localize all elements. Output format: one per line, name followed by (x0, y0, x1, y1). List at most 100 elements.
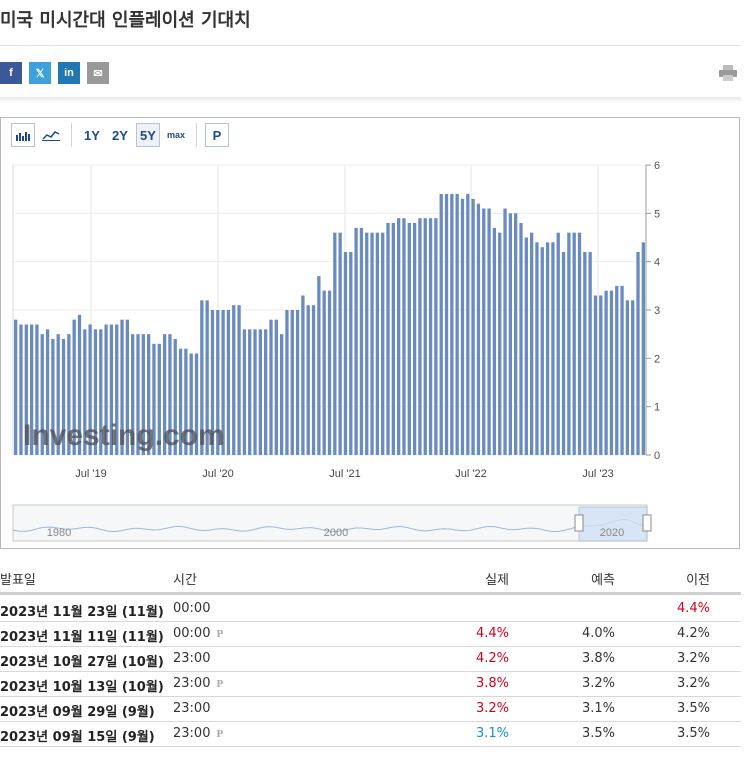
bar-chart-button[interactable] (11, 123, 35, 147)
release-date: 2023년 09월 29일 (9월) (0, 705, 155, 720)
bar (61, 339, 66, 455)
bar (295, 310, 300, 455)
release-time: 00:00 P (173, 626, 224, 641)
bar (162, 334, 167, 455)
bar (306, 305, 310, 455)
bar (83, 329, 87, 455)
x-tick-label: Jul '23 (582, 468, 613, 480)
bar (221, 310, 225, 455)
chart-toolbar: 1Y 2Y 5Y max P (11, 122, 233, 148)
bar (19, 324, 23, 455)
bar (327, 290, 332, 455)
bar (343, 252, 348, 455)
bar (583, 252, 587, 455)
line-chart-button[interactable] (39, 123, 63, 147)
bar (248, 329, 252, 455)
bar (354, 227, 358, 455)
bar (301, 295, 305, 455)
bar (407, 223, 411, 455)
page-title: 미국 미시간대 인플레이션 기대치 (0, 10, 251, 31)
x-tick-label: Jul '20 (202, 468, 233, 480)
range-max-button[interactable]: max (166, 130, 185, 140)
navigator-label: 2020 (600, 527, 624, 539)
forecast-value: 3.2% (581, 676, 615, 691)
toolbar-separator (71, 123, 72, 147)
header-shadow (0, 97, 741, 103)
release-time: 23:00 (173, 651, 211, 666)
bar (540, 247, 544, 455)
navigator-frame (12, 504, 648, 542)
bar (24, 324, 28, 455)
twitter-icon: 𝕏 (35, 67, 45, 80)
bar (503, 208, 507, 455)
y-tick-label: 1 (654, 402, 660, 414)
share-bar: f 𝕏 in ✉ (0, 62, 109, 84)
bar (285, 310, 289, 455)
bar (333, 232, 337, 455)
release-time: 23:00 P (173, 676, 224, 691)
bar (498, 232, 502, 455)
navigator-label: 1980 (47, 527, 71, 539)
bar (258, 329, 262, 455)
bar (545, 242, 550, 455)
bar (402, 218, 406, 455)
forecast-value: 3.5% (581, 726, 615, 741)
bar (359, 227, 364, 455)
bar (205, 300, 209, 455)
range-1y-button[interactable]: 1Y (84, 127, 100, 143)
bar (141, 334, 145, 455)
actual-value: 3.8% (475, 676, 509, 691)
bar (72, 319, 76, 455)
y-tick-label: 6 (654, 160, 660, 172)
bar (226, 310, 231, 455)
bar (93, 329, 98, 455)
release-date: 2023년 10월 27일 (10월) (0, 655, 164, 670)
facebook-share-button[interactable]: f (0, 62, 22, 84)
bar (349, 252, 353, 455)
bar (434, 218, 438, 455)
range-5y-button[interactable]: 5Y (136, 123, 160, 147)
bar (444, 194, 449, 455)
navigator-handle[interactable] (642, 514, 652, 532)
bar (173, 339, 177, 455)
navigator-handle[interactable] (574, 514, 584, 532)
bar (40, 334, 44, 455)
twitter-share-button[interactable]: 𝕏 (29, 62, 51, 84)
previous-value: 3.2% (676, 676, 710, 691)
header-actual: 실제 (485, 573, 509, 588)
bar (290, 310, 294, 455)
table-row: 2023년 10월 13일 (10월) 23:00 P 3.8% 3.2% 3.2% (0, 671, 741, 697)
release-time: 23:00 (173, 701, 211, 716)
bar (535, 242, 539, 455)
facebook-icon: f (9, 67, 13, 79)
divider (0, 45, 741, 46)
bar (412, 223, 417, 455)
bar (45, 329, 50, 455)
bar (35, 324, 39, 455)
bar (641, 242, 645, 455)
bar (450, 194, 454, 455)
table-header: 발표일 시간 실제 예측 이전 (0, 569, 741, 591)
bar (104, 324, 108, 455)
release-date: 2023년 09월 15일 (9월) (0, 730, 155, 745)
bar (274, 319, 278, 455)
bar (631, 300, 635, 455)
bar (620, 285, 624, 455)
bar (636, 252, 640, 455)
bar (51, 339, 55, 455)
bar (588, 252, 592, 455)
bar (168, 334, 172, 455)
y-tick-label: 5 (654, 208, 660, 220)
range-2y-button[interactable]: 2Y (112, 127, 128, 143)
navigator-label: 2000 (324, 527, 348, 539)
bar (109, 324, 114, 455)
linkedin-share-button[interactable]: in (58, 62, 80, 84)
p-toggle-button[interactable]: P (205, 123, 229, 147)
y-tick-label: 0 (654, 450, 660, 462)
bar (237, 305, 241, 455)
email-share-button[interactable]: ✉ (87, 62, 109, 84)
bar (115, 324, 119, 455)
bar (397, 218, 401, 455)
bar (194, 353, 199, 455)
print-button[interactable] (719, 65, 737, 81)
